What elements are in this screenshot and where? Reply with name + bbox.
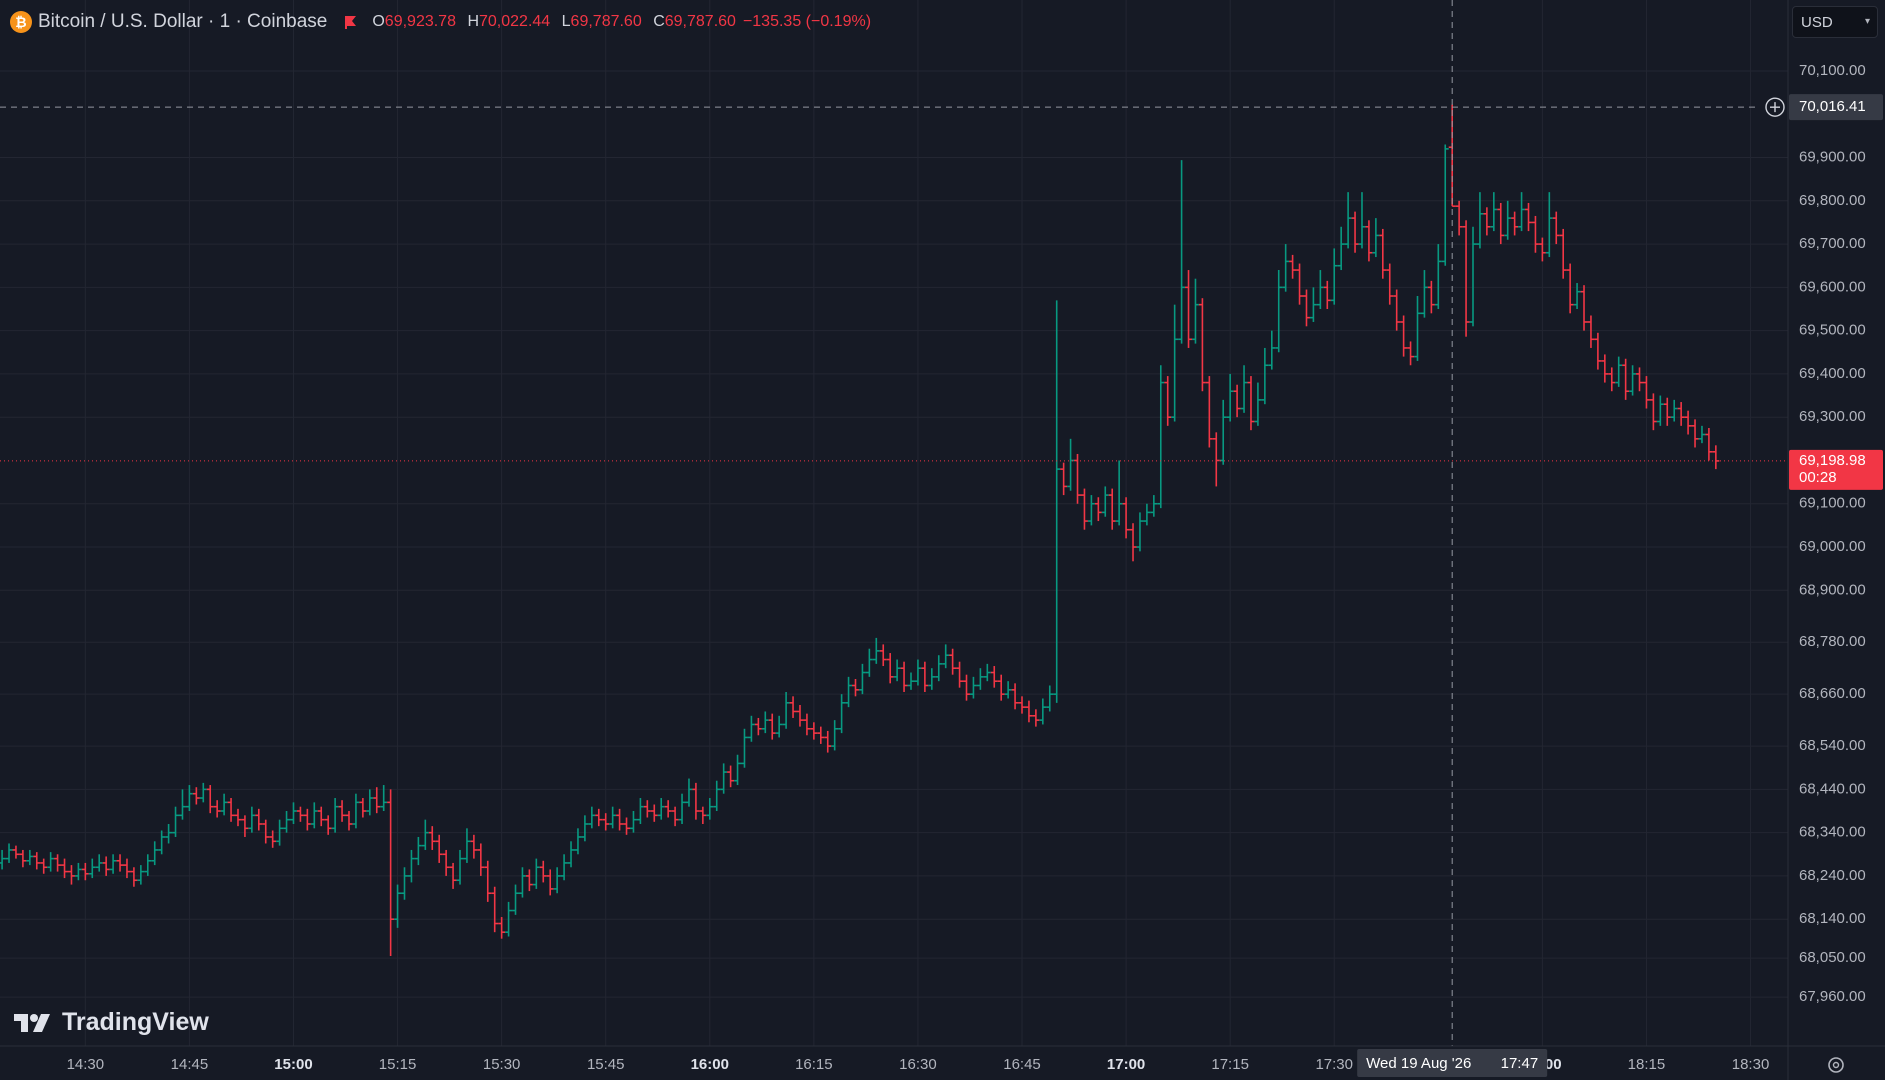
y-tick-label: 69,900.00: [1799, 148, 1866, 165]
x-tick-label: 16:30: [899, 1056, 937, 1073]
y-tick-label: 69,000.00: [1799, 538, 1866, 555]
x-tick-label: 15:00: [274, 1056, 312, 1073]
open-value: 69,923.78: [384, 13, 456, 30]
currency-button[interactable]: USD ▾: [1792, 6, 1878, 38]
y-tick-label: 68,660.00: [1799, 685, 1866, 702]
settings-core[interactable]: [1832, 1061, 1840, 1069]
close-value: 69,787.60: [664, 13, 736, 30]
y-tick-label: 67,960.00: [1799, 988, 1866, 1005]
x-tick-label: 14:30: [67, 1056, 105, 1073]
y-tick-label: 68,440.00: [1799, 780, 1866, 797]
x-tick-label: 15:15: [379, 1056, 417, 1073]
crosshair-price-box: [1789, 94, 1883, 121]
last-price-label: 69,198.98: [1799, 452, 1866, 469]
last-price-countdown: 00:28: [1799, 469, 1837, 486]
crosshair-time-label: 17:47: [1501, 1055, 1539, 1072]
symbol-icon: ₿: [10, 11, 32, 33]
high-key: H: [467, 13, 479, 30]
x-tick-label: 17:30: [1315, 1056, 1353, 1073]
low-key: L: [561, 13, 571, 30]
close-key: C: [653, 13, 665, 30]
settings-icon[interactable]: [1828, 1057, 1844, 1073]
crosshair-date-label: Wed 19 Aug '26: [1366, 1055, 1471, 1072]
y-tick-label: 69,300.00: [1799, 408, 1866, 425]
x-tick-label: 18:30: [1732, 1056, 1770, 1073]
x-tick-label: 17:15: [1211, 1056, 1249, 1073]
grid: [0, 0, 1788, 1046]
y-tick-label: 69,800.00: [1799, 192, 1866, 209]
legend-header: ₿ Bitcoin / U.S. Dollar · 1 · Coinbase O…: [10, 8, 871, 36]
settings-ring[interactable]: [1828, 1057, 1844, 1073]
brand-logo: TradingView: [14, 1008, 209, 1037]
ohlc-values: O69,923.78 H70,022.44 L69,787.60 C69,787…: [365, 13, 736, 31]
currency-caret[interactable]: ▾: [1864, 16, 1870, 27]
x-tick-label: 15:45: [587, 1056, 625, 1073]
x-tick-label: 17:00: [1107, 1056, 1145, 1073]
x-tick-label: 14:45: [171, 1056, 209, 1073]
y-tick-label: 68,340.00: [1799, 824, 1866, 841]
axes: 70,100.00 69,900.00 69,800.00 69,700.00 69,6…: [67, 62, 1883, 1077]
y-tick-label: 69,700.00: [1799, 235, 1866, 252]
y-tick-label: 69,600.00: [1799, 278, 1866, 295]
crosshair-time-box: [1357, 1049, 1548, 1077]
last-price-box: [1789, 449, 1883, 490]
y-tick-label: 68,050.00: [1799, 949, 1866, 966]
y-tick-label: 68,140.00: [1799, 910, 1866, 927]
flag-icon[interactable]: [343, 15, 357, 29]
low-value: 69,787.60: [570, 13, 642, 30]
x-tick-label: 18:15: [1628, 1056, 1666, 1073]
y-tick-label: 69,500.00: [1799, 322, 1866, 339]
y-tick-label: 68,780.00: [1799, 633, 1866, 650]
overlay: [0, 0, 1788, 1046]
symbol-title[interactable]: Bitcoin / U.S. Dollar · 1 · Coinbase: [38, 11, 328, 32]
x-tick-label: 15:30: [483, 1056, 521, 1073]
add-alert-plus: [1770, 102, 1780, 113]
high-value: 70,022.44: [479, 13, 551, 30]
change-value: −135.35 (−0.19%): [742, 13, 872, 30]
add-alert-icon[interactable]: [1765, 97, 1785, 117]
x-tick-label: 16:15: [795, 1056, 833, 1073]
crosshair-price-label: 70,016.41: [1799, 98, 1866, 115]
brand-mark: [14, 1013, 50, 1032]
y-tick-label: 68,240.00: [1799, 867, 1866, 884]
y-tick-label: 69,400.00: [1799, 365, 1866, 382]
y-tick-label: 69,100.00: [1799, 495, 1866, 512]
brand-name: TradingView: [62, 1008, 209, 1036]
open-key: O: [372, 13, 385, 30]
y-tick-label: 68,900.00: [1799, 581, 1866, 598]
y-tick-label: 70,100.00: [1799, 62, 1866, 79]
currency-label[interactable]: USD: [1801, 13, 1833, 31]
x-tick-label: 16:45: [1003, 1056, 1041, 1073]
y-tick-label: 68,540.00: [1799, 737, 1866, 754]
x-tick-label: 16:00: [691, 1056, 729, 1073]
